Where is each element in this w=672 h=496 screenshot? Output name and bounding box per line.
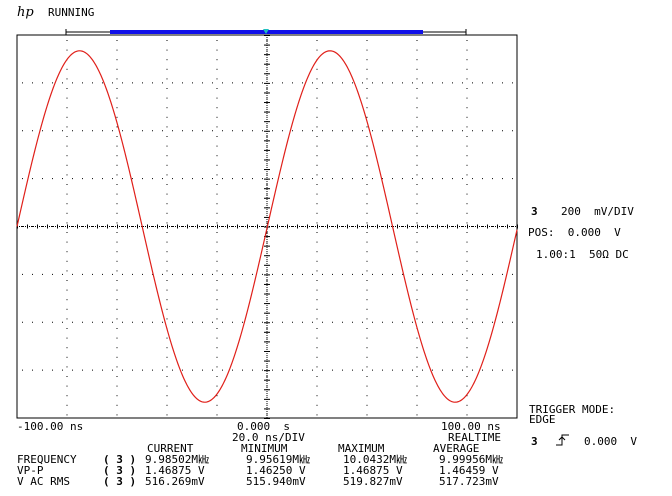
meas-average: 1.46459 V (439, 464, 499, 477)
meas-name: VP-P (17, 464, 44, 477)
timebase-scale[interactable]: 20.0 ns/DIV (232, 431, 305, 444)
rising-edge-icon (556, 434, 569, 446)
header-average: AVERAGE (433, 442, 480, 455)
run-status: RUNNING (48, 6, 95, 19)
trigger-position-marker (263, 29, 269, 34)
meas-name: V AC RMS (17, 475, 70, 488)
meas-current: 516.269mV (145, 475, 205, 488)
meas-maximum: 1.46875 V (343, 464, 403, 477)
meas-maximum: 10.0432M㎑ (343, 453, 407, 466)
meas-current: 1.46875 V (145, 464, 205, 477)
trigger-level[interactable]: 0.000 V (584, 435, 637, 448)
meas-current: 9.98502M㎑ (145, 453, 209, 466)
graticule-axes (17, 35, 518, 419)
meas-average: 517.723mV (439, 475, 499, 488)
waveform-display[interactable] (0, 0, 672, 420)
trigger-mode-label: TRIGGER MODE: (529, 403, 616, 416)
header-current: CURRENT (147, 442, 194, 455)
channel-coupling[interactable]: 1.00:1 50Ω DC (536, 248, 629, 261)
meas-minimum: 515.940mV (246, 475, 306, 488)
hp-logo: hp (17, 5, 34, 20)
meas-maximum: 519.827mV (343, 475, 403, 488)
meas-name: FREQUENCY (17, 453, 77, 466)
left-time-label: -100.00 ns (17, 420, 84, 433)
acquisition-mode: REALTIME (448, 431, 501, 444)
right-time-label: 100.00 ns (441, 420, 501, 433)
trigger-mode-value[interactable]: EDGE (529, 413, 556, 426)
channel-3-trace (16, 50, 518, 403)
center-time-label: 0.000 s (237, 420, 290, 433)
trigger-channel: 3 (531, 435, 538, 448)
channel-position[interactable]: POS: 0.000 V (528, 226, 621, 239)
meas-channel: ( 3 ) (103, 453, 137, 466)
meas-minimum: 1.46250 V (246, 464, 306, 477)
header-maximum: MAXIMUM (338, 442, 385, 455)
meas-average: 9.99956M㎑ (439, 453, 503, 466)
channel-number: 3 (531, 205, 538, 218)
header-minimum: MINIMUM (241, 442, 288, 455)
meas-channel: ( 3 ) (103, 464, 137, 477)
channel-scale[interactable]: 200 mV/DIV (561, 205, 634, 218)
meas-minimum: 9.95619M㎑ (246, 453, 310, 466)
graticule-dots (22, 40, 513, 416)
meas-channel: ( 3 ) (103, 475, 137, 488)
